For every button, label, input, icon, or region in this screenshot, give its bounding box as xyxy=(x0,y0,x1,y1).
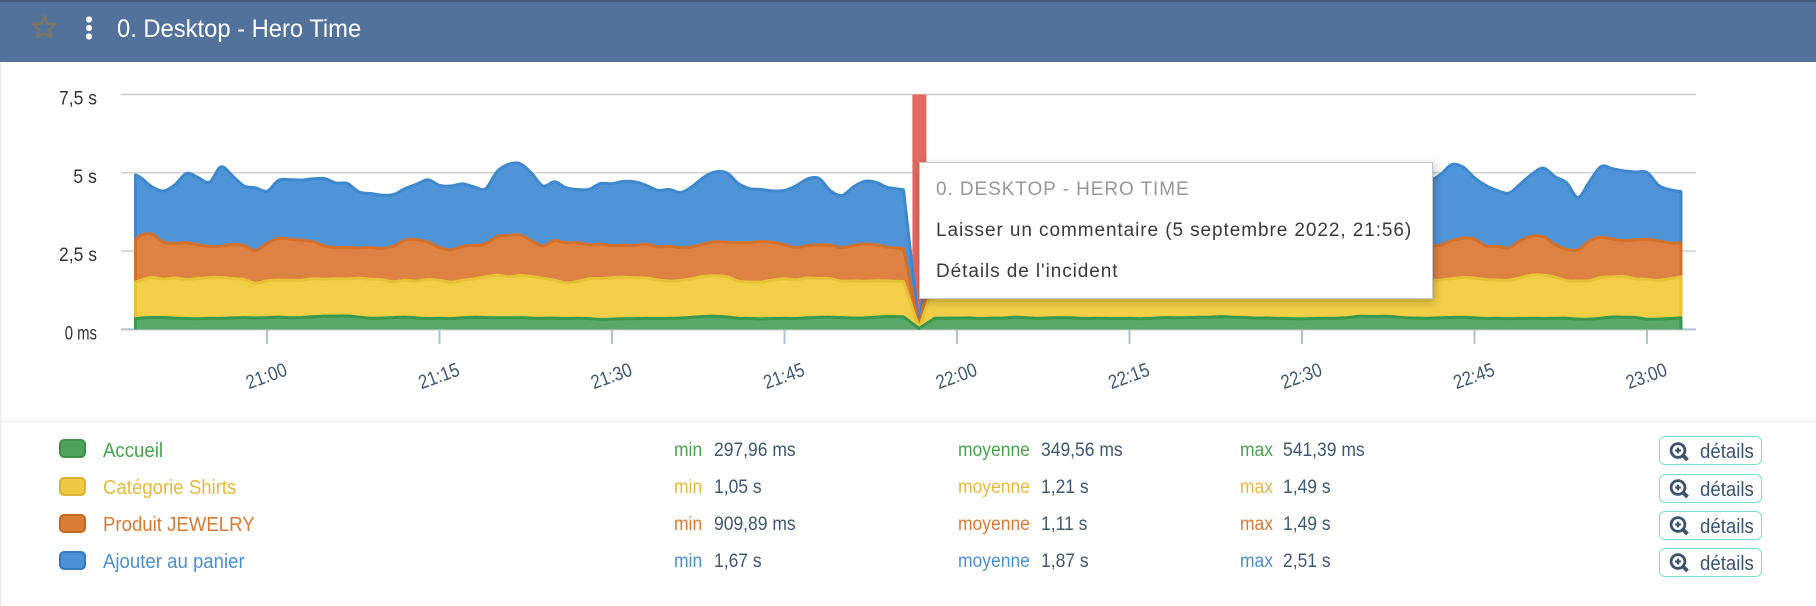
svg-text:23:00: 23:00 xyxy=(1623,359,1670,394)
svg-text:21:00: 21:00 xyxy=(243,359,290,394)
svg-text:0 ms: 0 ms xyxy=(65,323,97,344)
svg-text:22:00: 22:00 xyxy=(933,359,980,394)
svg-text:7,5 s: 7,5 s xyxy=(59,89,97,110)
svg-text:22:45: 22:45 xyxy=(1451,359,1498,394)
svg-text:22:30: 22:30 xyxy=(1278,359,1325,394)
svg-text:5 s: 5 s xyxy=(73,167,97,188)
svg-text:22:15: 22:15 xyxy=(1106,359,1153,394)
svg-text:21:45: 21:45 xyxy=(761,359,808,394)
svg-text:2,5 s: 2,5 s xyxy=(59,245,97,266)
svg-text:21:15: 21:15 xyxy=(416,359,463,394)
svg-text:21:30: 21:30 xyxy=(588,359,635,394)
